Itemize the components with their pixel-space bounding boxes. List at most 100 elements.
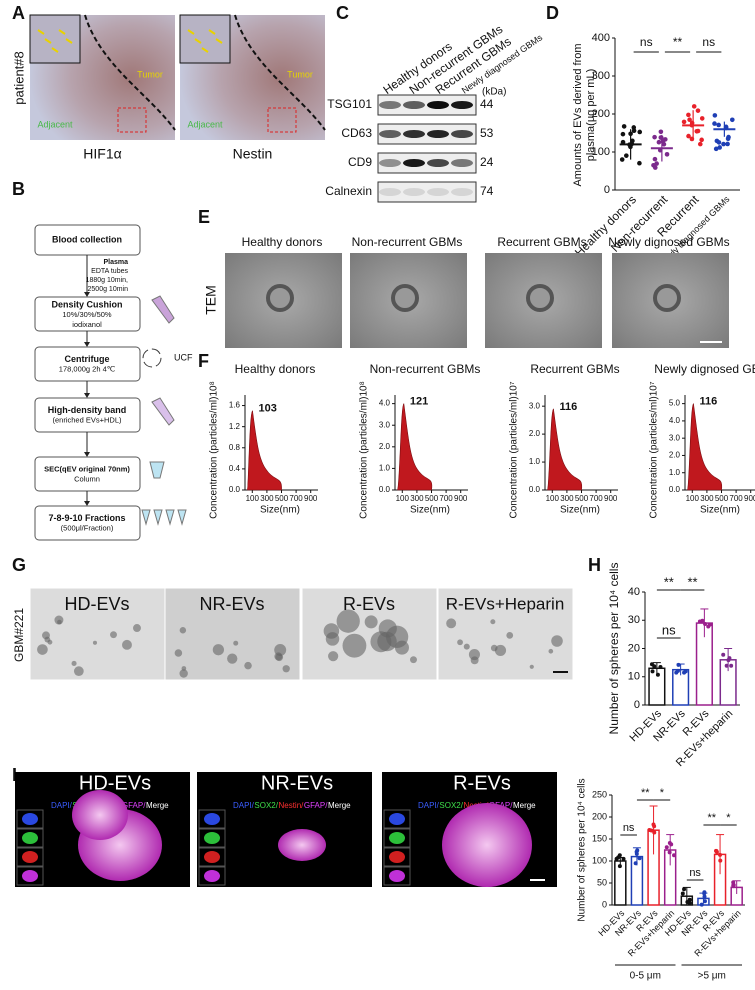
dot-decor bbox=[697, 619, 702, 624]
ucf-label: UCF bbox=[174, 352, 193, 362]
y-tick-label: 0 bbox=[604, 184, 610, 196]
arrow-icon bbox=[58, 29, 66, 35]
image-title: R-EVs bbox=[343, 594, 395, 614]
protein-label: CD63 bbox=[341, 126, 372, 140]
dot-decor bbox=[699, 902, 704, 907]
image-title: NR-EVs bbox=[199, 594, 264, 614]
dot-decor bbox=[631, 128, 637, 134]
y-tick-label: 2.0 bbox=[529, 429, 541, 438]
arrow-icon bbox=[187, 29, 195, 35]
cell-decor bbox=[227, 653, 238, 664]
tube-icon bbox=[177, 509, 187, 526]
vesicle bbox=[653, 284, 681, 312]
step-title: Blood collection bbox=[52, 234, 122, 244]
cell-decor bbox=[179, 627, 187, 634]
blot bbox=[377, 181, 477, 203]
dot-decor bbox=[712, 121, 717, 126]
x-tick-label: 900 bbox=[604, 494, 618, 503]
step-text: 10%/30%/50% bbox=[62, 310, 112, 319]
panel-label: D bbox=[546, 3, 559, 23]
image-title: HD-EVs bbox=[64, 594, 129, 614]
dot-decor bbox=[680, 891, 685, 896]
dot-decor bbox=[717, 145, 723, 150]
dot-decor bbox=[651, 822, 656, 827]
cell-decor bbox=[132, 624, 141, 632]
column-icon bbox=[149, 461, 165, 479]
channel-sphere bbox=[204, 870, 220, 882]
sig-label: ** bbox=[707, 812, 716, 824]
cell-decor bbox=[370, 631, 392, 653]
x-axis-label: Size(nm) bbox=[260, 505, 300, 516]
y-axis-label: Concentration (particles/ml)10⁷ bbox=[509, 381, 520, 518]
arrow-icon bbox=[37, 29, 45, 35]
group-label: 0-5 μm bbox=[630, 971, 661, 982]
y-tick-label: 2.0 bbox=[669, 451, 681, 460]
x-tick-label: 100 bbox=[246, 494, 260, 503]
dot-decor bbox=[702, 899, 707, 904]
y-axis-label: Concentration (particles/ml)10⁷ bbox=[649, 381, 660, 518]
protein-label: CD9 bbox=[348, 155, 372, 169]
cell-decor bbox=[325, 632, 340, 646]
channel-sphere bbox=[204, 813, 220, 825]
tube-icon bbox=[165, 509, 175, 526]
sig-label: ns bbox=[623, 822, 635, 834]
cell-decor bbox=[551, 635, 563, 647]
dot-decor bbox=[656, 139, 662, 145]
band bbox=[403, 159, 425, 167]
y-tick-label: 100 bbox=[592, 855, 607, 865]
cell-decor bbox=[212, 644, 225, 656]
dot-decor bbox=[695, 128, 701, 134]
dot-decor bbox=[706, 624, 711, 629]
y-tick-label: 400 bbox=[592, 32, 610, 44]
dot-decor bbox=[667, 850, 672, 855]
dot-decor bbox=[718, 858, 723, 863]
tube-icon bbox=[151, 295, 175, 324]
caption: Nestin bbox=[233, 146, 273, 162]
band bbox=[403, 188, 425, 196]
y-tick-label: 30 bbox=[628, 614, 640, 626]
note: Plasma bbox=[103, 259, 128, 266]
dot-decor bbox=[699, 116, 705, 121]
y-tick-label: 1.0 bbox=[379, 464, 391, 473]
dot-decor bbox=[721, 652, 726, 657]
dot-decor bbox=[702, 894, 707, 899]
note: 1880g 10min, bbox=[86, 277, 128, 284]
image-title: Recurrent GBMs bbox=[497, 235, 586, 249]
cell-decor bbox=[385, 625, 409, 648]
step-title: Centrifuge bbox=[65, 354, 110, 364]
x-tick-label: 700 bbox=[439, 494, 453, 503]
cell-decor bbox=[282, 665, 290, 673]
cell-decor bbox=[548, 648, 554, 654]
step-text: (enriched EVs+HDL) bbox=[53, 415, 122, 424]
dot-decor bbox=[682, 670, 687, 675]
band bbox=[379, 101, 401, 109]
x-tick-label: 100 bbox=[686, 494, 700, 503]
cell-decor bbox=[410, 656, 417, 664]
stain-label: Merge bbox=[146, 801, 169, 810]
band bbox=[403, 101, 425, 109]
y-tick-label: 3.0 bbox=[529, 401, 541, 410]
x-tick-label: 500 bbox=[715, 494, 729, 503]
kda-label: 44 bbox=[480, 97, 494, 111]
dot-decor bbox=[637, 856, 642, 861]
channel-sphere bbox=[22, 870, 38, 882]
cell-decor bbox=[506, 631, 514, 639]
group-label: >5 μm bbox=[698, 971, 726, 982]
dot-decor bbox=[637, 160, 642, 166]
dot-decor bbox=[634, 851, 639, 856]
brightfield-image bbox=[437, 587, 574, 681]
channel-sphere bbox=[204, 832, 220, 844]
band bbox=[427, 159, 449, 167]
y-tick-label: 0.0 bbox=[529, 485, 541, 494]
dot-decor bbox=[713, 146, 719, 152]
caption: HIF1α bbox=[83, 146, 121, 162]
cell-decor bbox=[73, 666, 84, 677]
image-title: Newly dignosed GBMs bbox=[608, 235, 729, 249]
fluorescence-image bbox=[197, 772, 372, 887]
size-distribution bbox=[686, 403, 723, 491]
peak-label: 103 bbox=[259, 403, 277, 415]
stain-label: Merge bbox=[328, 801, 351, 810]
dot-decor bbox=[664, 845, 669, 850]
dot-decor bbox=[620, 139, 626, 145]
panel-label: C bbox=[336, 3, 349, 23]
